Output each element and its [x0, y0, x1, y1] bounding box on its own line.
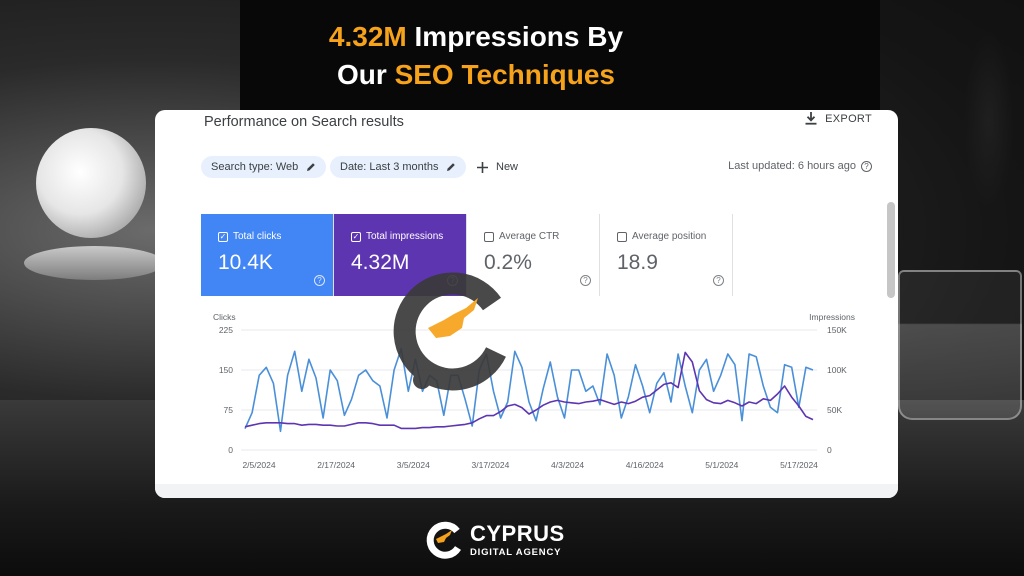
metric-card-total-clicks[interactable]: ✓ Total clicks 10.4K ? — [201, 214, 334, 296]
series-line-impressions — [244, 351, 814, 430]
y-tick-label-right: 150K — [827, 325, 847, 335]
metric-label: Average CTR — [499, 231, 560, 242]
x-tick-label: 5/17/2024 — [780, 460, 818, 470]
metric-value: 18.9 — [617, 251, 658, 274]
y-tick-label-left: 0 — [228, 445, 233, 455]
x-tick-label: 5/1/2024 — [705, 460, 738, 470]
metric-card-average-ctr[interactable]: Average CTR 0.2% ? — [467, 214, 600, 296]
filter-chip-label: Date: Last 3 months — [340, 161, 439, 173]
y-axis-title-left: Clicks — [213, 312, 236, 322]
plus-icon — [477, 161, 488, 173]
cyprus-logo-icon — [426, 521, 461, 559]
performance-chart: Clicks Impressions 225 150K 150 100K 75 50K 0 0 2/… — [213, 312, 855, 470]
export-button[interactable]: EXPORT — [805, 112, 872, 125]
monitor-silhouette — [240, 0, 880, 120]
series-line-clicks — [244, 347, 814, 433]
x-tick-label: 3/5/2024 — [397, 460, 430, 470]
page-title: Performance on Search results — [204, 114, 404, 130]
pencil-icon — [447, 163, 456, 171]
y-axis-title-right: Impressions — [809, 312, 855, 322]
help-icon[interactable]: ? — [861, 160, 872, 172]
filter-chip-date[interactable]: Date: Last 3 months — [330, 156, 467, 178]
y-tick-label-left: 75 — [224, 405, 234, 415]
x-tick-label: 4/16/2024 — [626, 460, 664, 470]
brand-tagline: DIGITAL AGENCY — [470, 546, 562, 558]
metric-label: Average position — [632, 231, 707, 242]
new-filter-button[interactable]: New — [477, 156, 518, 178]
brand-text: CYPRUS DIGITAL AGENCY — [470, 520, 565, 558]
last-updated: Last updated: 6 hours ago ? — [728, 160, 872, 172]
metric-label: Total impressions — [366, 231, 444, 242]
plant-shadow — [964, 30, 1014, 210]
y-tick-label-right: 50K — [827, 405, 842, 415]
metrics-row: ✓ Total clicks 10.4K ? ✓ Total impressio… — [201, 214, 865, 296]
x-tick-label: 4/3/2024 — [551, 460, 584, 470]
metric-value: 10.4K — [218, 251, 273, 274]
x-tick-label: 2/5/2024 — [242, 460, 275, 470]
help-icon[interactable]: ? — [713, 275, 724, 286]
new-filter-label: New — [496, 161, 519, 173]
x-tick-label: 2/17/2024 — [317, 460, 355, 470]
x-tick-label: 3/17/2024 — [472, 460, 510, 470]
headline: 4.32M Impressions By Our SEO Techniques — [0, 18, 952, 94]
scrollbar-thumb[interactable] — [887, 202, 895, 298]
headline-highlight-number: 4.32M — [328, 21, 407, 52]
cyprus-logo-watermark-icon — [393, 272, 506, 391]
metric-label-row: ✓ Total clicks — [218, 231, 333, 242]
metric-card-average-position[interactable]: Average position 18.9 ? — [600, 214, 733, 296]
checkbox-checked-icon[interactable]: ✓ — [218, 231, 228, 242]
download-icon — [805, 112, 817, 125]
metric-label-row: ✓ Total impressions — [351, 231, 466, 242]
metric-label-row: Average CTR — [484, 231, 599, 242]
help-icon[interactable]: ? — [580, 275, 591, 286]
checkbox-unchecked-icon[interactable] — [617, 231, 627, 242]
headline-line2-text: Our — [337, 59, 395, 90]
brand-logo: CYPRUS DIGITAL AGENCY — [424, 520, 565, 560]
checkbox-checked-icon[interactable]: ✓ — [351, 231, 361, 242]
water-glass — [898, 270, 1022, 420]
y-tick-label-right: 100K — [827, 365, 847, 375]
export-label: EXPORT — [825, 112, 872, 125]
y-tick-label-left: 150 — [219, 365, 233, 375]
metric-label-row: Average position — [617, 231, 732, 242]
help-icon[interactable]: ? — [314, 275, 325, 286]
pencil-icon — [307, 163, 316, 171]
y-tick-label-left: 225 — [219, 325, 233, 335]
filter-chip-search-type[interactable]: Search type: Web — [201, 156, 327, 178]
brand-name: CYPRUS — [470, 520, 565, 546]
card-footer-strip — [155, 484, 898, 498]
lamp-base — [24, 246, 164, 280]
headline-highlight-seo: SEO Techniques — [394, 59, 615, 90]
headline-line-2: Our SEO Techniques — [0, 56, 952, 94]
lamp-globe — [36, 128, 146, 238]
y-tick-label-right: 0 — [827, 445, 832, 455]
headline-line-1: 4.32M Impressions By — [0, 18, 952, 56]
headline-line1-text: Impressions By — [406, 21, 624, 52]
last-updated-text: Last updated: 6 hours ago — [728, 160, 856, 172]
metric-label: Total clicks — [233, 231, 282, 242]
performance-card: Performance on Search results EXPORT Sea… — [155, 110, 898, 498]
metric-value: 4.32M — [351, 251, 410, 274]
metric-value: 0.2% — [484, 251, 532, 274]
checkbox-unchecked-icon[interactable] — [484, 231, 494, 242]
filter-chip-label: Search type: Web — [211, 161, 299, 173]
